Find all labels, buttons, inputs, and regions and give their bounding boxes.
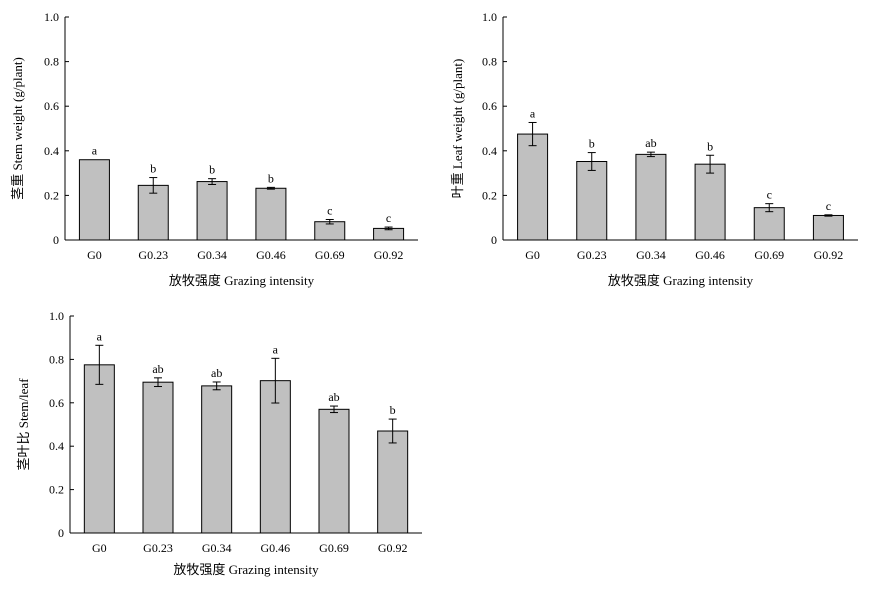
y-tick-label: 1.0: [44, 10, 59, 24]
y-tick-label: 0.2: [49, 483, 64, 497]
x-tick-label: G0.46: [256, 248, 286, 262]
x-tick-label: G0.46: [260, 541, 290, 555]
y-tick-label: 0.8: [49, 352, 64, 366]
significance-letter: c: [386, 211, 391, 225]
significance-letter: b: [707, 139, 713, 153]
bar-G0.69: [318, 408, 350, 534]
x-tick-label: G0.46: [695, 248, 725, 262]
x-tick-label: G0.69: [319, 541, 349, 555]
y-tick-label: 0.8: [44, 55, 59, 69]
significance-letter: c: [826, 199, 831, 213]
y-tick-label: 0.2: [44, 188, 59, 202]
y-axis-title: 茎重 Stem weight (g/plant): [10, 57, 25, 200]
significance-letter: a: [273, 342, 279, 356]
bar-G0.23: [576, 161, 608, 241]
x-tick-label: G0.69: [315, 248, 345, 262]
bar-G0.34: [196, 181, 228, 241]
bar-G0.46: [259, 380, 291, 534]
x-axis-title: 放牧强度 Grazing intensity: [608, 273, 754, 288]
significance-letter: a: [97, 329, 103, 343]
x-tick-label: G0.34: [197, 248, 227, 262]
y-tick-label: 0.8: [482, 55, 497, 69]
significance-letter: b: [150, 162, 156, 176]
bar-G0.34: [635, 153, 667, 241]
bar-G0.34: [201, 385, 233, 534]
significance-letter: c: [327, 203, 332, 217]
bar-G0.69: [753, 207, 785, 241]
x-tick-label: G0: [525, 248, 540, 262]
y-tick-label: 0.6: [482, 99, 497, 113]
y-tick-label: 0: [491, 233, 497, 247]
chart-panel-1: 0 0.2 0.4 0.6 0.8 1.0 a G0 b G0.23 b G0.34 b G0.46 c G0…: [10, 10, 418, 288]
x-tick-label: G0.34: [636, 248, 666, 262]
y-tick-label: 0.4: [49, 439, 64, 453]
y-tick-label: 0.6: [44, 99, 59, 113]
bar-G0.92: [377, 430, 409, 534]
y-tick-label: 0.4: [44, 144, 59, 158]
bar-G0.92: [812, 214, 844, 241]
x-axis-title: 放牧强度 Grazing intensity: [173, 562, 319, 577]
x-tick-label: G0.34: [202, 541, 232, 555]
significance-letter: a: [530, 106, 536, 120]
y-tick-label: 0.4: [482, 144, 497, 158]
y-tick-label: 0: [53, 233, 59, 247]
x-axis-title: 放牧强度 Grazing intensity: [169, 273, 315, 288]
significance-letter: b: [268, 171, 274, 185]
y-tick-label: 0: [58, 526, 64, 540]
x-tick-label: G0.92: [374, 248, 404, 262]
significance-letter: b: [209, 163, 215, 177]
bar-G0.46: [694, 163, 726, 241]
y-axis-title: 茎叶比 Stem/leaf: [16, 378, 31, 471]
bar-G0: [517, 133, 549, 241]
significance-letter: ab: [645, 136, 656, 150]
x-tick-label: G0.69: [754, 248, 784, 262]
chart-panel-2: 0 0.2 0.4 0.6 0.8 1.0 a G0 b G0.23 ab G0.34 b G0.46 c G…: [450, 10, 858, 288]
bar-G0: [78, 159, 110, 241]
y-axis-title: 叶重 Leaf weight (g/plant): [450, 59, 465, 199]
y-tick-label: 1.0: [49, 309, 64, 323]
x-tick-label: G0.92: [814, 248, 844, 262]
significance-letter: ab: [152, 362, 163, 376]
x-tick-label: G0.23: [143, 541, 173, 555]
chart-panel-3: 0 0.2 0.4 0.6 0.8 1.0 a G0 ab G0.23 ab G0.34 a G0.46 a…: [16, 309, 422, 577]
y-tick-label: 0.2: [482, 188, 497, 202]
x-tick-label: G0.23: [577, 248, 607, 262]
y-tick-label: 0.6: [49, 396, 64, 410]
x-tick-label: G0: [87, 248, 102, 262]
bar-G0.46: [255, 187, 287, 241]
y-tick-label: 1.0: [482, 10, 497, 24]
significance-letter: b: [589, 137, 595, 151]
bar-G0.23: [137, 184, 169, 241]
significance-letter: ab: [328, 390, 339, 404]
bar-G0.23: [142, 381, 174, 534]
significance-letter: c: [767, 188, 772, 202]
significance-letter: ab: [211, 366, 222, 380]
significance-letter: b: [390, 403, 396, 417]
x-tick-label: G0.23: [138, 248, 168, 262]
bar-G0.69: [314, 221, 346, 241]
bar-G0: [83, 364, 115, 534]
x-tick-label: G0: [92, 541, 107, 555]
x-tick-label: G0.92: [378, 541, 408, 555]
significance-letter: a: [92, 144, 98, 158]
